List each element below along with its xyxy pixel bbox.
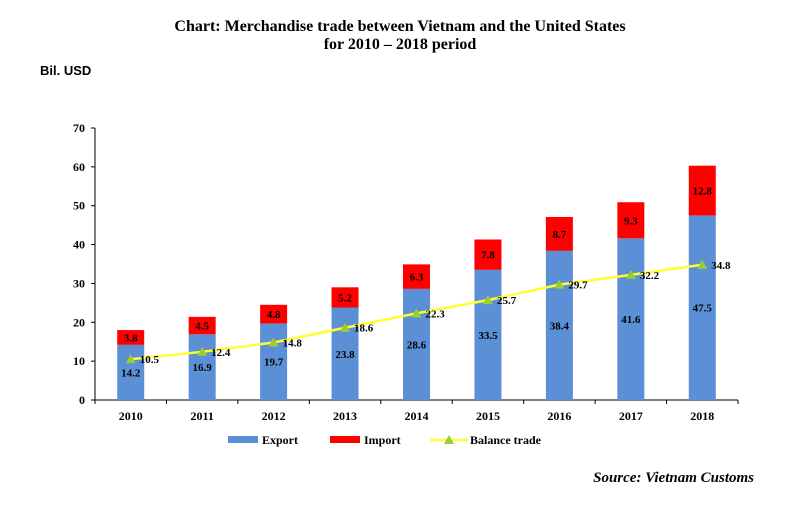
x-tick-label: 2012 (262, 409, 286, 423)
balance-trade-marker (554, 279, 565, 289)
balance-trade-marker (625, 269, 636, 279)
balance-trade-marker (197, 346, 208, 356)
source-note: Source: Vietnam Customs (593, 470, 754, 486)
data-label-balance-trade: 12.4 (211, 347, 231, 359)
data-label-balance-trade: 34.8 (711, 260, 731, 272)
x-tick-label: 2015 (476, 409, 500, 423)
data-label-import: 6.3 (410, 272, 424, 284)
x-tick-label: 2018 (690, 409, 714, 423)
legend-swatch-export (228, 436, 258, 443)
balance-trade-marker (697, 259, 708, 269)
y-tick-label: 70 (73, 121, 85, 135)
chart-title-line-1: Chart: Merchandise trade between Vietnam… (174, 18, 626, 35)
data-label-export: 41.6 (621, 314, 641, 326)
balance-trade-marker (340, 322, 351, 332)
data-label-balance-trade: 18.6 (354, 323, 374, 335)
bar-import (188, 316, 216, 335)
x-tick-label: 2016 (547, 409, 571, 423)
bar-import (688, 165, 716, 216)
data-label-export: 14.2 (121, 367, 141, 379)
bar-export (617, 238, 645, 400)
data-label-export: 47.5 (693, 303, 713, 315)
data-label-import: 12.8 (693, 186, 713, 198)
bar-export (688, 215, 716, 400)
x-tick-label: 2017 (619, 409, 643, 423)
legend-label-export: Export (262, 433, 298, 447)
bar-import (545, 216, 573, 251)
legend-swatch-import (330, 436, 360, 443)
bar-export (545, 250, 573, 400)
data-label-export: 19.7 (264, 357, 284, 369)
data-label-balance-trade: 32.2 (640, 270, 660, 282)
legend-marker-balance-trade (444, 435, 454, 444)
data-label-export: 28.6 (407, 339, 427, 351)
y-axis-unit-label: Bil. USD (40, 63, 92, 78)
data-label-balance-trade: 22.3 (426, 308, 446, 320)
data-label-balance-trade: 29.7 (568, 280, 588, 292)
y-tick-label: 50 (73, 199, 85, 213)
y-tick-label: 0 (79, 393, 85, 407)
chart-title-line-2: for 2010 – 2018 period (323, 36, 477, 53)
y-tick-label: 10 (73, 354, 85, 368)
y-tick-label: 20 (73, 315, 85, 329)
bar-export (403, 288, 430, 400)
data-label-export: 33.5 (478, 330, 498, 342)
balance-trade-marker (482, 295, 493, 305)
bar-import (474, 239, 502, 270)
data-label-balance-trade: 10.5 (140, 354, 160, 366)
data-label-export: 16.9 (193, 362, 213, 374)
data-label-import: 4.5 (195, 321, 209, 333)
legend-label-balance-trade: Balance trade (470, 433, 542, 447)
y-tick-label: 30 (73, 276, 85, 290)
data-label-import: 4.8 (267, 309, 281, 321)
data-label-balance-trade: 14.8 (283, 337, 303, 349)
data-label-balance-trade: 25.7 (497, 295, 517, 307)
data-label-export: 38.4 (550, 320, 570, 332)
data-label-import: 8.7 (553, 229, 567, 241)
data-label-import: 9.3 (624, 215, 638, 227)
bar-import (617, 202, 645, 239)
y-tick-label: 40 (73, 238, 85, 252)
x-tick-label: 2011 (190, 409, 213, 423)
balance-trade-marker (125, 354, 136, 364)
x-tick-label: 2010 (119, 409, 143, 423)
x-tick-label: 2013 (333, 409, 357, 423)
data-label-export: 23.8 (335, 349, 355, 361)
bar-import (403, 264, 430, 289)
data-label-import: 5.2 (338, 292, 352, 304)
data-label-import: 3.8 (124, 332, 138, 344)
chart-title: Chart: Merchandise trade between Vietnam… (0, 18, 800, 54)
bar-export (474, 269, 502, 400)
bar-import (117, 330, 145, 345)
bar-export (188, 334, 216, 400)
x-tick-label: 2014 (405, 409, 429, 423)
bar-export (260, 323, 288, 400)
bar-import (260, 304, 288, 324)
data-label-import: 7.8 (481, 250, 495, 262)
bar-export (117, 344, 145, 400)
balance-trade-marker (411, 308, 422, 318)
bar-import (331, 287, 359, 308)
legend-label-import: Import (364, 433, 401, 447)
y-tick-label: 60 (73, 160, 85, 174)
balance-trade-marker (268, 337, 279, 347)
